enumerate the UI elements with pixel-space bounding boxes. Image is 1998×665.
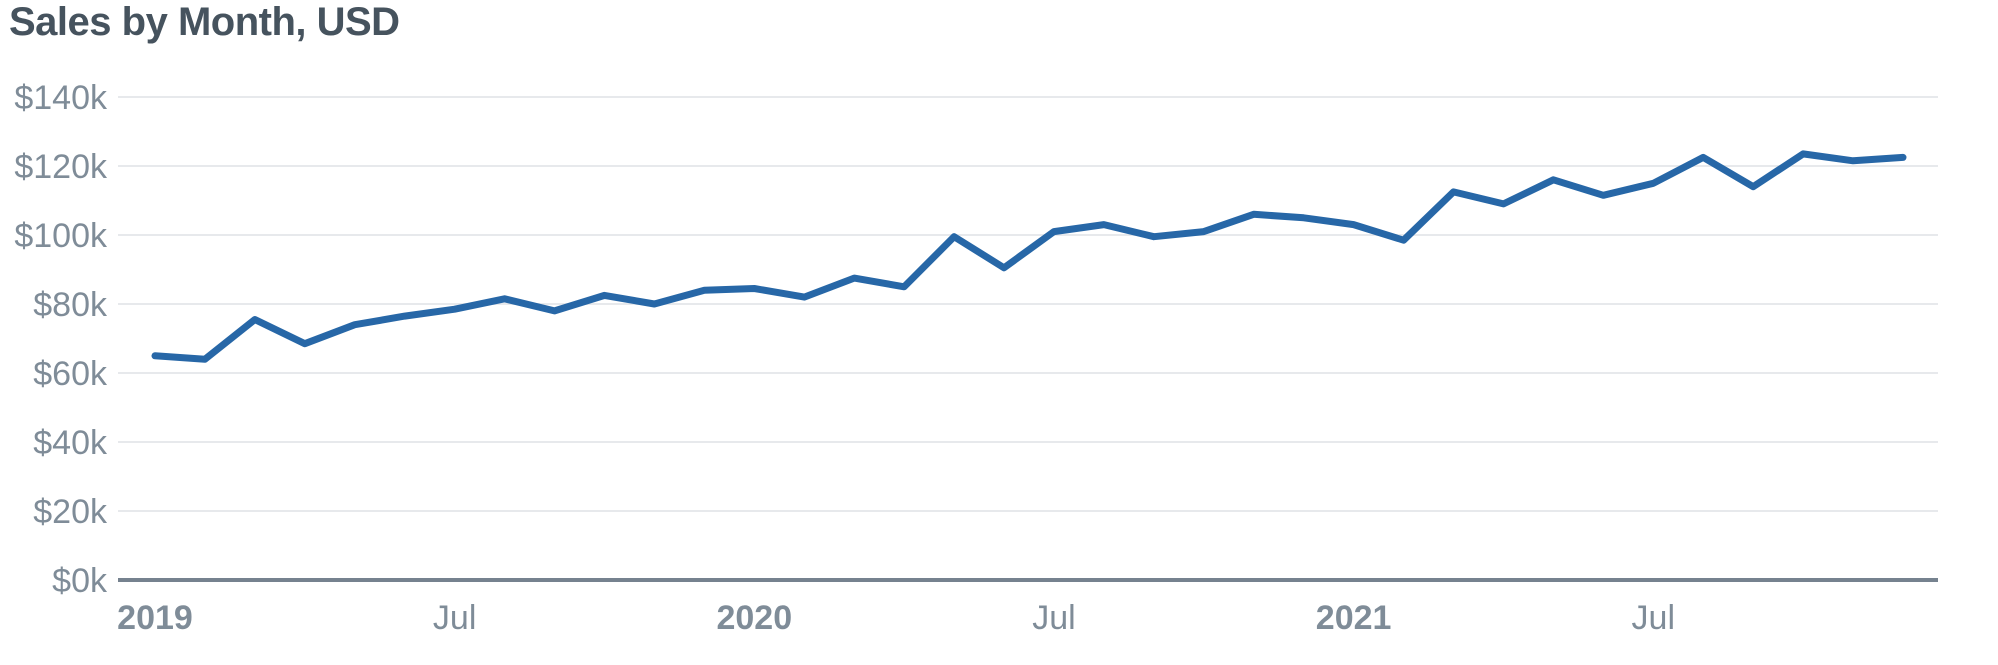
y-axis-tick-label: $40k	[33, 424, 108, 462]
x-axis-tick-label: 2021	[1316, 599, 1392, 637]
y-axis-tick-label: $120k	[14, 148, 108, 186]
x-axis-tick-label: Jul	[1632, 599, 1675, 637]
y-axis-tick-label: $60k	[33, 355, 108, 393]
y-axis-tick-label: $100k	[14, 217, 108, 255]
x-axis-tick-label: 2020	[716, 599, 792, 637]
y-axis-tick-label: $140k	[14, 79, 108, 117]
x-axis-tick-label: Jul	[433, 599, 476, 637]
sales-series-line[interactable]	[151, 150, 1907, 363]
y-axis-tick-label: $0k	[52, 562, 108, 600]
y-axis-tick-label: $80k	[33, 286, 108, 324]
y-axis-tick-label: $20k	[33, 493, 108, 531]
x-axis-tick-label: Jul	[1032, 599, 1075, 637]
x-axis-tick-label: 2019	[117, 599, 193, 637]
chart-title: Sales by Month, USD	[9, 0, 400, 44]
